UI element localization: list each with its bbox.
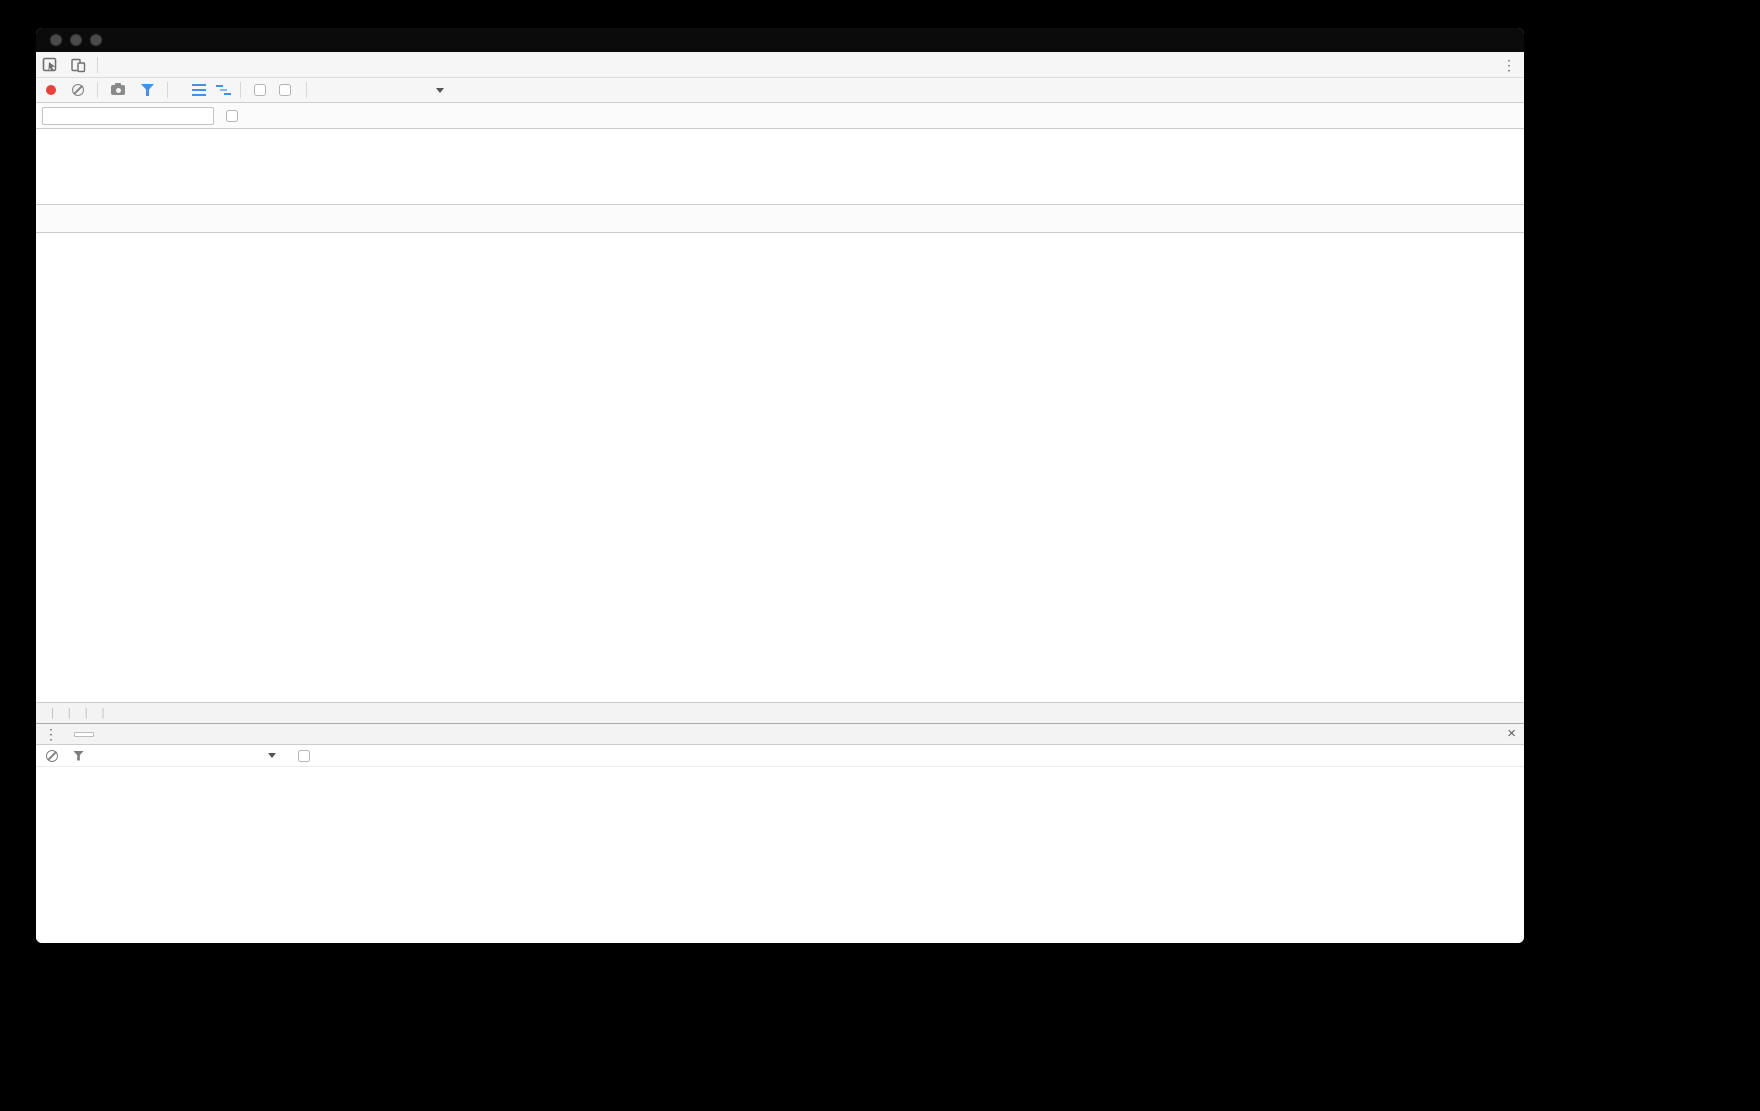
network-toolbar [36, 78, 1524, 103]
status-bar: | | | | [36, 702, 1524, 723]
devtools-window: ⋮ | | | [36, 28, 1524, 943]
filter-input[interactable] [42, 106, 214, 125]
separator [240, 82, 241, 98]
separator [167, 82, 168, 98]
disable-cache-checkbox[interactable] [279, 84, 291, 96]
filter-bar [36, 103, 1524, 129]
kebab-menu-icon[interactable]: ⋮ [1502, 56, 1516, 73]
timeline-overview[interactable] [36, 129, 1524, 205]
requests-table-header [36, 205, 1524, 233]
view-waterfall-icon[interactable] [216, 84, 230, 96]
filmstrip-camera-icon[interactable] [111, 83, 125, 95]
requests-table [36, 233, 1524, 702]
filter-funnel-icon[interactable] [141, 84, 154, 96]
console-drawer-tab[interactable] [74, 731, 94, 737]
separator [97, 82, 98, 98]
overview-ticks [36, 129, 1524, 204]
main-tab-bar: ⋮ [36, 52, 1524, 78]
console-prompt[interactable] [36, 767, 1524, 770]
execution-context-dropdown[interactable] [99, 753, 284, 758]
minimize-button[interactable] [70, 34, 82, 46]
zoom-button[interactable] [90, 34, 102, 46]
console-drawer: ⋮ × [36, 723, 1524, 943]
throttling-dropdown[interactable] [322, 87, 452, 93]
drawer-menu-icon[interactable]: ⋮ [44, 726, 58, 742]
chevron-down-icon [436, 87, 444, 93]
drawer-header: ⋮ × [36, 723, 1524, 745]
title-bar [36, 28, 1524, 52]
chevron-down-icon [268, 753, 276, 758]
preserve-log-checkbox[interactable] [254, 84, 266, 96]
console-toolbar [36, 745, 1524, 767]
close-icon[interactable]: × [1507, 725, 1516, 742]
close-button[interactable] [50, 34, 62, 46]
separator [97, 56, 98, 73]
console-filter-icon[interactable] [73, 750, 84, 761]
clear-icon[interactable] [72, 84, 84, 96]
record-icon[interactable] [46, 85, 56, 95]
separator [306, 82, 307, 98]
hide-data-urls-checkbox[interactable] [226, 109, 238, 122]
clear-console-icon[interactable] [46, 749, 58, 762]
console-preserve-log-checkbox[interactable] [298, 749, 310, 762]
inspect-element-icon[interactable] [42, 57, 58, 73]
view-list-icon[interactable] [192, 84, 206, 96]
device-toolbar-icon[interactable] [70, 57, 86, 73]
